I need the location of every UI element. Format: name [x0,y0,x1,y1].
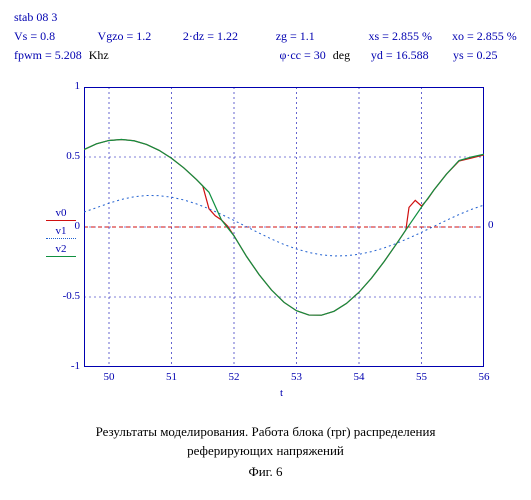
param-phicc-val: φ·cc = 30 [279,48,325,62]
param-row-2: fpwm = 5.208 Khz φ·cc = 30 deg yd = 16.5… [14,48,517,63]
param-2dz: 2·dz = 1.22 [183,29,276,44]
y-tick-label: 0.5 [46,150,80,162]
x-tick-label: 53 [285,371,309,383]
chart-svg [84,87,484,367]
param-zg: zg = 1.1 [276,29,369,44]
chart-legend: v0 v1 v2 [44,207,78,261]
caption: Результаты моделирования. Работа блока (… [14,423,517,482]
param-phicc-unit: deg [333,48,350,62]
param-xo: xo = 2.855 % [452,29,517,44]
param-yd: yd = 16.588 [371,48,453,63]
legend-label-v0: v0 [44,207,78,219]
figure-label: Фиг. 6 [14,463,517,482]
chart-area: v0 v1 v2 -1-0.500.5150515253545556 0 t [44,87,514,417]
x-tick-label: 50 [97,371,121,383]
x-tick-label: 55 [410,371,434,383]
param-vgzo: Vgzo = 1.2 [98,29,183,44]
x-tick-label: 52 [222,371,246,383]
x-tick-label: 51 [160,371,184,383]
legend-mark-v2 [46,256,76,261]
param-ys: ys = 0.25 [453,48,517,63]
caption-line1: Результаты моделирования. Работа блока (… [14,423,517,442]
header-title: stab 08 3 [14,10,517,25]
param-fpwm-val: fpwm = 5.208 [14,48,82,62]
param-vs: Vs = 0.8 [14,29,98,44]
param-xs: xs = 2.855 % [369,29,453,44]
param-empty-1 [104,48,188,63]
param-block: Vs = 0.8 Vgzo = 1.2 2·dz = 1.22 zg = 1.1… [14,29,517,63]
legend-label-v2: v2 [44,243,78,255]
param-fpwm: fpwm = 5.208 Khz [14,48,104,63]
x-tick-label: 56 [472,371,496,383]
plot-wrap [84,87,484,371]
y-tick-label: -0.5 [46,290,80,302]
x-tick-label: 54 [347,371,371,383]
y-tick-label: -1 [46,360,80,372]
x-axis-title: t [280,387,283,399]
zero-badge: 0 [488,219,494,231]
param-empty-2 [188,48,279,63]
caption-line2: реферирующих напряжений [14,442,517,461]
y-tick-label: 1 [46,80,80,92]
param-row-1: Vs = 0.8 Vgzo = 1.2 2·dz = 1.22 zg = 1.1… [14,29,517,44]
y-tick-label: 0 [46,220,80,232]
legend-entry-v2: v2 [44,243,78,261]
param-phicc: φ·cc = 30 deg [279,48,370,63]
